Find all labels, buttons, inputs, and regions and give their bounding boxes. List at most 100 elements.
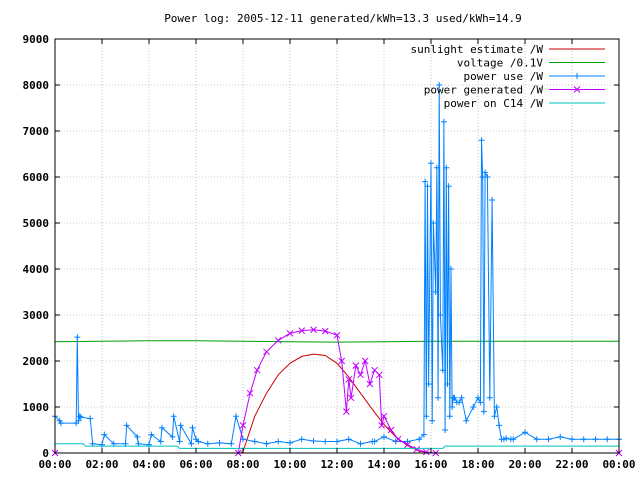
data-point	[422, 448, 430, 456]
data-point	[442, 427, 449, 433]
data-point	[75, 417, 82, 424]
data-point	[189, 424, 196, 431]
data-point	[345, 376, 353, 383]
data-point	[321, 327, 329, 335]
data-point	[446, 413, 453, 420]
series-0	[55, 353, 619, 454]
y-tick-label: 3000	[23, 309, 50, 322]
data-point	[429, 417, 436, 424]
legend-label: sunlight estimate /W	[411, 43, 544, 56]
data-point	[580, 436, 587, 443]
data-point	[449, 404, 456, 410]
x-tick-label: 16:00	[414, 458, 447, 471]
series-layer	[51, 82, 623, 457]
data-point	[458, 394, 465, 401]
data-point	[322, 438, 329, 445]
data-point	[101, 431, 108, 438]
x-tick-label: 10:00	[273, 458, 306, 471]
x-tick-label: 02:00	[85, 458, 118, 471]
legend-marker	[573, 86, 581, 93]
y-tick-label: 4000	[23, 263, 50, 276]
data-point	[451, 394, 458, 401]
data-point	[470, 404, 477, 410]
data-point	[345, 436, 352, 443]
data-point	[480, 408, 487, 415]
y-tick-label: 9000	[23, 33, 50, 46]
data-point	[188, 440, 195, 447]
data-point	[76, 413, 83, 420]
data-point	[148, 431, 155, 438]
data-point	[439, 367, 446, 374]
data-point	[510, 436, 517, 443]
data-point	[475, 394, 481, 401]
data-point	[381, 433, 387, 440]
data-point	[425, 381, 432, 387]
data-point	[443, 164, 450, 171]
data-point	[228, 440, 235, 447]
data-point	[404, 441, 411, 449]
legend-label: voltage /0.1V	[457, 57, 543, 70]
data-point	[545, 436, 552, 443]
data-point	[569, 436, 575, 443]
data-point	[404, 438, 411, 445]
data-point	[380, 412, 388, 420]
series-3	[51, 326, 623, 457]
data-point	[428, 160, 434, 167]
data-point	[361, 357, 369, 365]
data-point	[158, 424, 165, 431]
data-point	[177, 422, 184, 429]
data-point	[251, 438, 258, 445]
legend-label: power generated /W	[424, 84, 544, 97]
data-point	[456, 399, 463, 406]
data-point	[463, 417, 470, 424]
chart-title: Power log: 2005-12-11 generated/kWh=13.3…	[164, 12, 522, 25]
data-point	[447, 266, 454, 272]
x-tick-label: 06:00	[179, 458, 212, 471]
legend-label: power use /W	[464, 70, 544, 83]
data-point	[99, 441, 105, 448]
series-4	[55, 443, 619, 449]
data-point	[491, 413, 498, 420]
data-point	[298, 436, 305, 443]
data-point	[216, 439, 223, 446]
series-2	[52, 82, 622, 448]
data-point	[263, 440, 270, 447]
data-point	[371, 438, 378, 445]
data-point	[204, 440, 211, 447]
data-point	[437, 312, 444, 318]
y-tick-label: 2000	[23, 355, 50, 368]
x-tick-label: 20:00	[508, 458, 541, 471]
series-1	[54, 340, 619, 343]
data-point	[522, 429, 528, 436]
data-point	[298, 327, 306, 334]
data-point	[195, 438, 202, 445]
x-tick-label: 18:00	[461, 458, 494, 471]
y-tick-label: 0	[42, 447, 49, 460]
series-line	[55, 443, 619, 449]
series-line	[55, 353, 619, 454]
data-point	[489, 197, 496, 203]
data-point	[253, 366, 261, 374]
data-point	[77, 414, 84, 421]
data-point	[310, 326, 317, 334]
data-point	[444, 381, 451, 387]
data-point	[433, 164, 440, 171]
y-tick-label: 1000	[23, 401, 50, 414]
y-tick-label: 5000	[23, 217, 50, 230]
data-point	[343, 408, 350, 415]
ticks: 00:00 02:00 04:00 06:00 08:00 10:00 12:00 14:00…	[23, 33, 636, 471]
data-point	[478, 137, 485, 144]
data-point	[430, 220, 437, 226]
data-point	[357, 371, 364, 379]
data-point	[334, 438, 340, 445]
data-point	[413, 445, 421, 453]
data-point	[287, 439, 293, 446]
data-point	[496, 422, 503, 429]
x-tick-label: 00:00	[602, 458, 635, 471]
data-point	[604, 436, 611, 443]
data-point	[170, 413, 177, 420]
data-point	[263, 348, 270, 356]
data-point	[87, 415, 94, 422]
